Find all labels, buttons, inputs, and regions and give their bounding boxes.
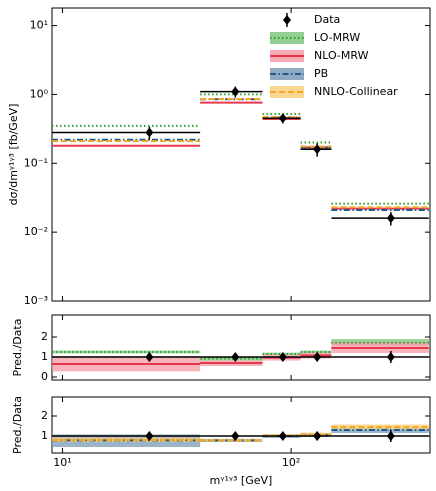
- data-point: [278, 352, 287, 362]
- data-point: [278, 431, 287, 441]
- data-point: [313, 352, 322, 362]
- y-axis-label: dσ/dmᵞ¹ᵞ³ [fb/GeV]: [7, 104, 20, 206]
- data-point: [145, 127, 154, 138]
- data-point: [278, 113, 287, 124]
- plot-frame: [51, 314, 431, 381]
- data-point: [313, 431, 322, 441]
- legend-label: Data: [314, 13, 340, 26]
- y-axis-label: Pred./Data: [11, 396, 24, 454]
- y-tick-label: 10¹: [30, 19, 48, 32]
- legend-marker: [283, 15, 291, 25]
- y-tick-label: 0: [41, 370, 48, 383]
- y-tick-label: 10⁻²: [24, 225, 48, 238]
- data-point: [386, 352, 395, 362]
- x-axis-label: mᵞ¹ᵞ³ [GeV]: [210, 474, 273, 487]
- y-tick-label: 1: [41, 429, 48, 442]
- x-tick-label: 10¹: [53, 456, 71, 469]
- plot-frame: [51, 7, 431, 302]
- data-point: [145, 352, 154, 362]
- x-tick-label: 10²: [282, 456, 300, 469]
- legend-label: PB: [314, 67, 328, 80]
- uncertainty-band: [331, 427, 429, 433]
- legend-label: NNLO-Collinear: [314, 85, 398, 98]
- plot-frame: [51, 396, 431, 454]
- data-point: [231, 86, 240, 97]
- uncertainty-band: [200, 357, 263, 361]
- data-point: [386, 213, 395, 224]
- legend-label: NLO-MRW: [314, 49, 369, 62]
- y-tick-label: 10⁰: [30, 87, 49, 100]
- data-point: [313, 144, 322, 155]
- y-tick-label: 1: [41, 350, 48, 363]
- uncertainty-band: [300, 350, 332, 354]
- data-point: [231, 431, 240, 441]
- y-tick-label: 2: [41, 330, 48, 343]
- y-tick-label: 2: [41, 409, 48, 422]
- legend-patch: [270, 86, 304, 98]
- y-tick-label: 10⁻¹: [24, 156, 48, 169]
- y-tick-label: 10⁻³: [24, 294, 48, 307]
- data-point: [145, 431, 154, 441]
- data-point: [231, 352, 240, 362]
- y-axis-label: Pred./Data: [11, 319, 24, 377]
- legend-label: LO-MRW: [314, 31, 360, 44]
- uncertainty-band: [52, 350, 201, 354]
- data-point: [386, 431, 395, 441]
